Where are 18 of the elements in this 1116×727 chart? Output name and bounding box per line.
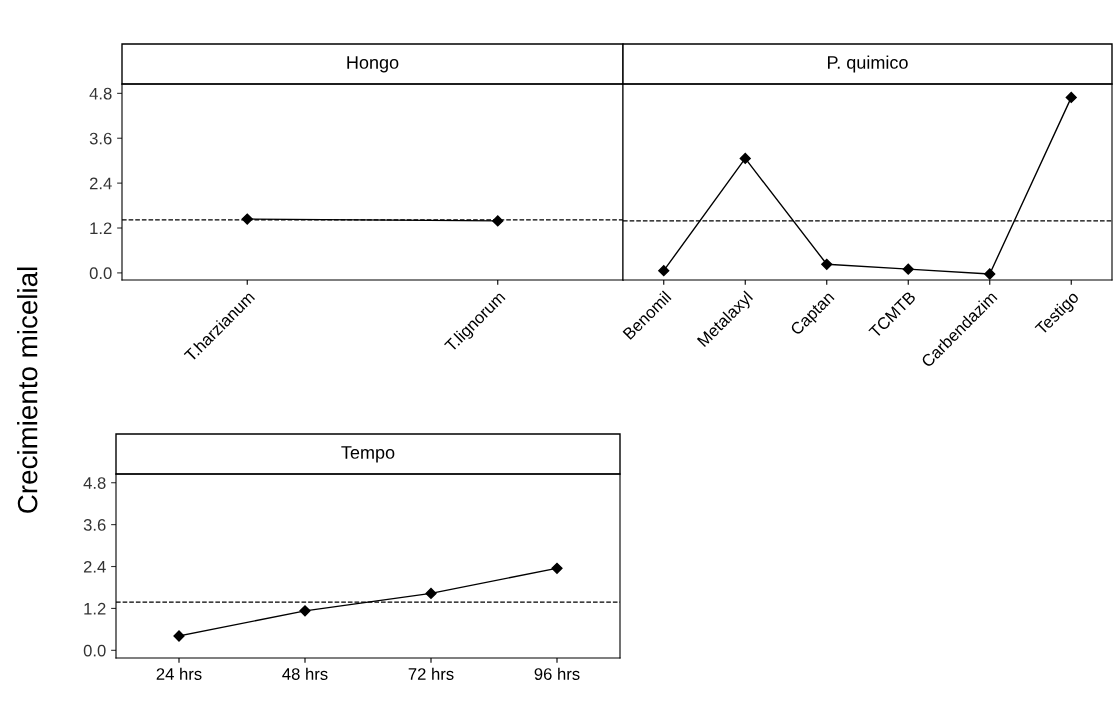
- chart-title: Hongo: [347, 56, 399, 73]
- x-tick-label: 72 hrs: [408, 667, 454, 680]
- x-tick-label: 48 hrs: [282, 667, 328, 680]
- y-tick-label: 3.6: [89, 132, 112, 145]
- y-tick-label: 2.4: [83, 560, 106, 573]
- chart-title: Tempo: [341, 446, 395, 463]
- y-axis-title: Crecimiento micelial: [17, 267, 38, 513]
- y-tick-label: 0.0: [89, 267, 112, 280]
- y-tick-label: 4.8: [83, 477, 106, 489]
- y-tick-label: 4.8: [89, 87, 112, 100]
- y-tick-label: 1.2: [90, 222, 112, 235]
- chart-title: P. quimico: [828, 55, 908, 73]
- y-tick-label: 1.2: [84, 602, 106, 615]
- x-tick-label: 24 hrs: [156, 667, 202, 680]
- y-tick-label: 0.0: [83, 644, 106, 657]
- y-tick-label: 2.4: [89, 177, 112, 190]
- x-tick-label: 96 hrs: [534, 667, 580, 680]
- y-tick-label: 3.6: [83, 519, 106, 531]
